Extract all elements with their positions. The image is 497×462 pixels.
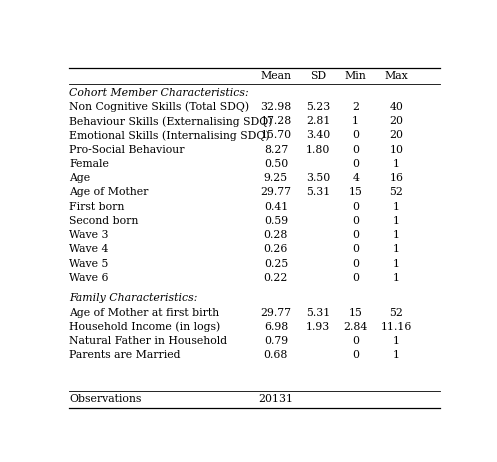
Text: Emotional Skills (Internalising SDQ): Emotional Skills (Internalising SDQ) [69, 130, 270, 141]
Text: 0: 0 [352, 130, 359, 140]
Text: 0: 0 [352, 145, 359, 155]
Text: 0.59: 0.59 [264, 216, 288, 226]
Text: 1: 1 [393, 244, 400, 254]
Text: 0: 0 [352, 259, 359, 268]
Text: 1: 1 [393, 159, 400, 169]
Text: 0.25: 0.25 [264, 259, 288, 268]
Text: 16: 16 [390, 173, 404, 183]
Text: Age: Age [69, 173, 90, 183]
Text: Wave 3: Wave 3 [69, 230, 108, 240]
Text: 10: 10 [390, 145, 404, 155]
Text: 4: 4 [352, 173, 359, 183]
Text: Household Income (in logs): Household Income (in logs) [69, 322, 220, 332]
Text: 52: 52 [390, 188, 404, 197]
Text: 0.41: 0.41 [264, 201, 288, 212]
Text: 20131: 20131 [258, 395, 293, 404]
Text: Natural Father in Household: Natural Father in Household [69, 336, 227, 346]
Text: Female: Female [69, 159, 109, 169]
Text: 1: 1 [393, 259, 400, 268]
Text: 0: 0 [352, 201, 359, 212]
Text: Parents are Married: Parents are Married [69, 350, 180, 360]
Text: 40: 40 [390, 102, 404, 112]
Text: 5.31: 5.31 [306, 188, 331, 197]
Text: Min: Min [345, 71, 366, 81]
Text: 20: 20 [390, 130, 404, 140]
Text: 2.81: 2.81 [306, 116, 331, 126]
Text: 1: 1 [393, 336, 400, 346]
Text: 0.26: 0.26 [264, 244, 288, 254]
Text: 0.79: 0.79 [264, 336, 288, 346]
Text: 15: 15 [349, 308, 363, 318]
Text: Second born: Second born [69, 216, 139, 226]
Text: Wave 5: Wave 5 [69, 259, 108, 268]
Text: 5.31: 5.31 [306, 308, 331, 318]
Text: Family Characteristics:: Family Characteristics: [69, 293, 197, 304]
Text: 32.98: 32.98 [260, 102, 292, 112]
Text: 0: 0 [352, 336, 359, 346]
Text: 0: 0 [352, 216, 359, 226]
Text: 0: 0 [352, 350, 359, 360]
Text: Observations: Observations [69, 395, 142, 404]
Text: 0: 0 [352, 230, 359, 240]
Text: 1: 1 [393, 216, 400, 226]
Text: Mean: Mean [260, 71, 291, 81]
Text: 2.84: 2.84 [343, 322, 368, 332]
Text: Non Cognitive Skills (Total SDQ): Non Cognitive Skills (Total SDQ) [69, 102, 249, 112]
Text: 1: 1 [393, 273, 400, 283]
Text: 3.50: 3.50 [306, 173, 331, 183]
Text: SD: SD [310, 71, 327, 81]
Text: 20: 20 [390, 116, 404, 126]
Text: Pro-Social Behaviour: Pro-Social Behaviour [69, 145, 184, 155]
Text: 1: 1 [393, 230, 400, 240]
Text: 6.98: 6.98 [264, 322, 288, 332]
Text: 0.22: 0.22 [264, 273, 288, 283]
Text: Behaviour Skills (Externalising SDQ): Behaviour Skills (Externalising SDQ) [69, 116, 272, 127]
Text: Cohort Member Characteristics:: Cohort Member Characteristics: [69, 88, 248, 98]
Text: 5.23: 5.23 [306, 102, 331, 112]
Text: Age of Mother: Age of Mother [69, 188, 149, 197]
Text: 0.28: 0.28 [264, 230, 288, 240]
Text: 15: 15 [349, 188, 363, 197]
Text: 29.77: 29.77 [260, 308, 291, 318]
Text: 9.25: 9.25 [264, 173, 288, 183]
Text: 1.80: 1.80 [306, 145, 331, 155]
Text: 0.68: 0.68 [264, 350, 288, 360]
Text: Wave 6: Wave 6 [69, 273, 108, 283]
Text: Max: Max [385, 71, 409, 81]
Text: 1: 1 [393, 201, 400, 212]
Text: First born: First born [69, 201, 124, 212]
Text: 0: 0 [352, 273, 359, 283]
Text: 3.40: 3.40 [306, 130, 331, 140]
Text: 11.16: 11.16 [381, 322, 412, 332]
Text: 1: 1 [393, 350, 400, 360]
Text: 2: 2 [352, 102, 359, 112]
Text: 0: 0 [352, 244, 359, 254]
Text: Age of Mother at first birth: Age of Mother at first birth [69, 308, 219, 318]
Text: 0: 0 [352, 159, 359, 169]
Text: Wave 4: Wave 4 [69, 244, 108, 254]
Text: 1: 1 [352, 116, 359, 126]
Text: 52: 52 [390, 308, 404, 318]
Text: 0.50: 0.50 [264, 159, 288, 169]
Text: 17.28: 17.28 [260, 116, 292, 126]
Text: 15.70: 15.70 [260, 130, 291, 140]
Text: 29.77: 29.77 [260, 188, 291, 197]
Text: 1.93: 1.93 [306, 322, 331, 332]
Text: 8.27: 8.27 [264, 145, 288, 155]
